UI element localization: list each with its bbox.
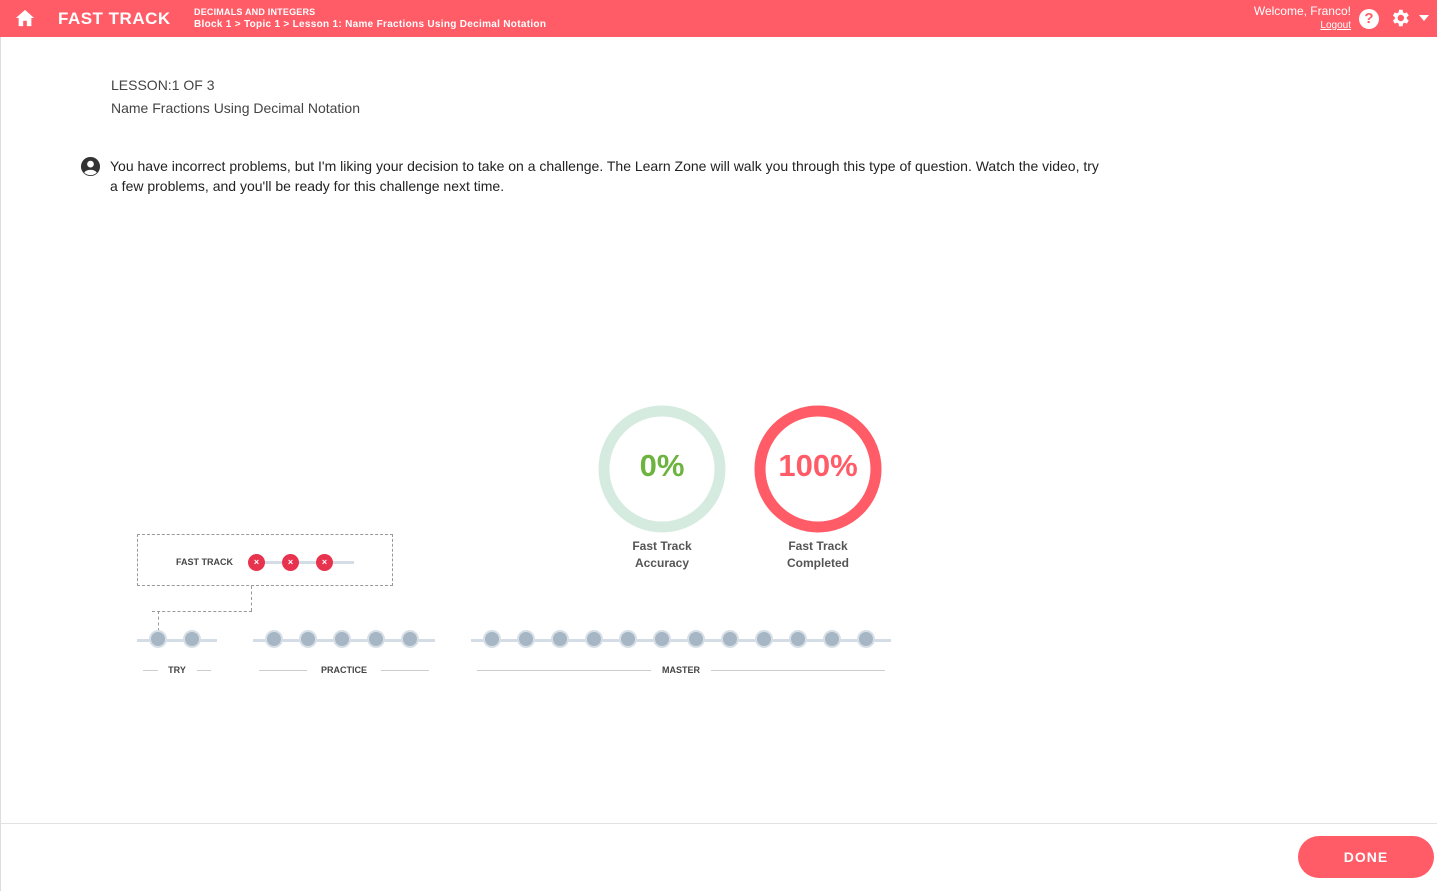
section-divider-line xyxy=(381,670,429,671)
completed-label: Fast Track Completed xyxy=(748,538,888,572)
problem-dot[interactable] xyxy=(823,630,841,648)
accuracy-label-line1: Fast Track xyxy=(632,539,692,553)
problem-dot[interactable] xyxy=(789,630,807,648)
problem-dot[interactable] xyxy=(401,630,419,648)
accuracy-ring-track xyxy=(598,405,726,533)
section-label-master: MASTER xyxy=(662,665,700,675)
problem-dot[interactable] xyxy=(299,630,317,648)
completed-ring-fill xyxy=(754,405,882,533)
problem-dot[interactable] xyxy=(333,630,351,648)
connector-line xyxy=(152,611,252,612)
fast-track-line xyxy=(248,561,354,564)
section-divider-line xyxy=(143,670,158,671)
accuracy-label-line2: Accuracy xyxy=(634,556,690,570)
section-label-try: TRY xyxy=(168,665,186,675)
gear-icon[interactable] xyxy=(1389,7,1411,29)
coach-message: You have incorrect problems, but I'm lik… xyxy=(110,158,1099,194)
problem-dot[interactable] xyxy=(857,630,875,648)
problem-dot[interactable] xyxy=(367,630,385,648)
connector-line xyxy=(251,586,252,611)
unit-title: DECIMALS AND INTEGERS xyxy=(194,7,316,17)
problem-dot[interactable] xyxy=(517,630,535,648)
app-title: FAST TRACK xyxy=(58,9,171,28)
chevron-down-icon[interactable] xyxy=(1419,15,1429,21)
section-divider-line xyxy=(259,670,307,671)
lesson-title: Name Fractions Using Decimal Notation xyxy=(111,100,360,116)
help-icon[interactable]: ? xyxy=(1359,9,1379,29)
coach-avatar-icon xyxy=(80,156,101,177)
fast-track-box xyxy=(137,534,393,586)
problem-dot[interactable] xyxy=(149,630,167,648)
problem-dot[interactable] xyxy=(585,630,603,648)
home-icon[interactable] xyxy=(14,8,36,28)
footer-divider xyxy=(0,823,1437,824)
problem-dot[interactable] xyxy=(721,630,739,648)
breadcrumb: Block 1 > Topic 1 > Lesson 1: Name Fract… xyxy=(194,19,547,30)
accuracy-value: 0% xyxy=(639,448,685,483)
welcome-text: Welcome, Franco! xyxy=(1253,4,1351,18)
section-track-line xyxy=(471,639,891,642)
problem-dot[interactable] xyxy=(755,630,773,648)
section-track-line xyxy=(137,639,217,642)
section-divider-line xyxy=(196,670,211,671)
fast-track-result-1[interactable]: × xyxy=(248,554,265,571)
fast-track-result-3[interactable]: × xyxy=(316,554,333,571)
problem-dot[interactable] xyxy=(619,630,637,648)
problem-dot[interactable] xyxy=(183,630,201,648)
connector-line xyxy=(158,611,159,631)
completed-label-line1: Fast Track xyxy=(788,539,848,553)
fast-track-result-2[interactable]: × xyxy=(282,554,299,571)
lesson-number: LESSON:1 OF 3 xyxy=(111,77,215,93)
section-divider-line xyxy=(477,670,651,671)
completed-label-line2: Completed xyxy=(786,556,849,570)
problem-dot[interactable] xyxy=(653,630,671,648)
completed-value: 100% xyxy=(778,448,858,483)
completed-ring xyxy=(754,405,882,533)
problem-dot[interactable] xyxy=(687,630,705,648)
problem-dot[interactable] xyxy=(483,630,501,648)
section-label-practice: PRACTICE xyxy=(320,665,367,675)
problem-dot[interactable] xyxy=(265,630,283,648)
accuracy-ring xyxy=(598,405,726,533)
done-button[interactable]: DONE xyxy=(1298,836,1434,878)
logout-link[interactable]: Logout xyxy=(1320,20,1351,31)
left-border xyxy=(0,37,1,891)
problem-dot[interactable] xyxy=(551,630,569,648)
top-bar: FAST TRACK DECIMALS AND INTEGERS Block 1… xyxy=(0,0,1437,37)
fast-track-label: FAST TRACK xyxy=(176,557,233,567)
section-divider-line xyxy=(711,670,885,671)
accuracy-label: Fast Track Accuracy xyxy=(592,538,732,572)
